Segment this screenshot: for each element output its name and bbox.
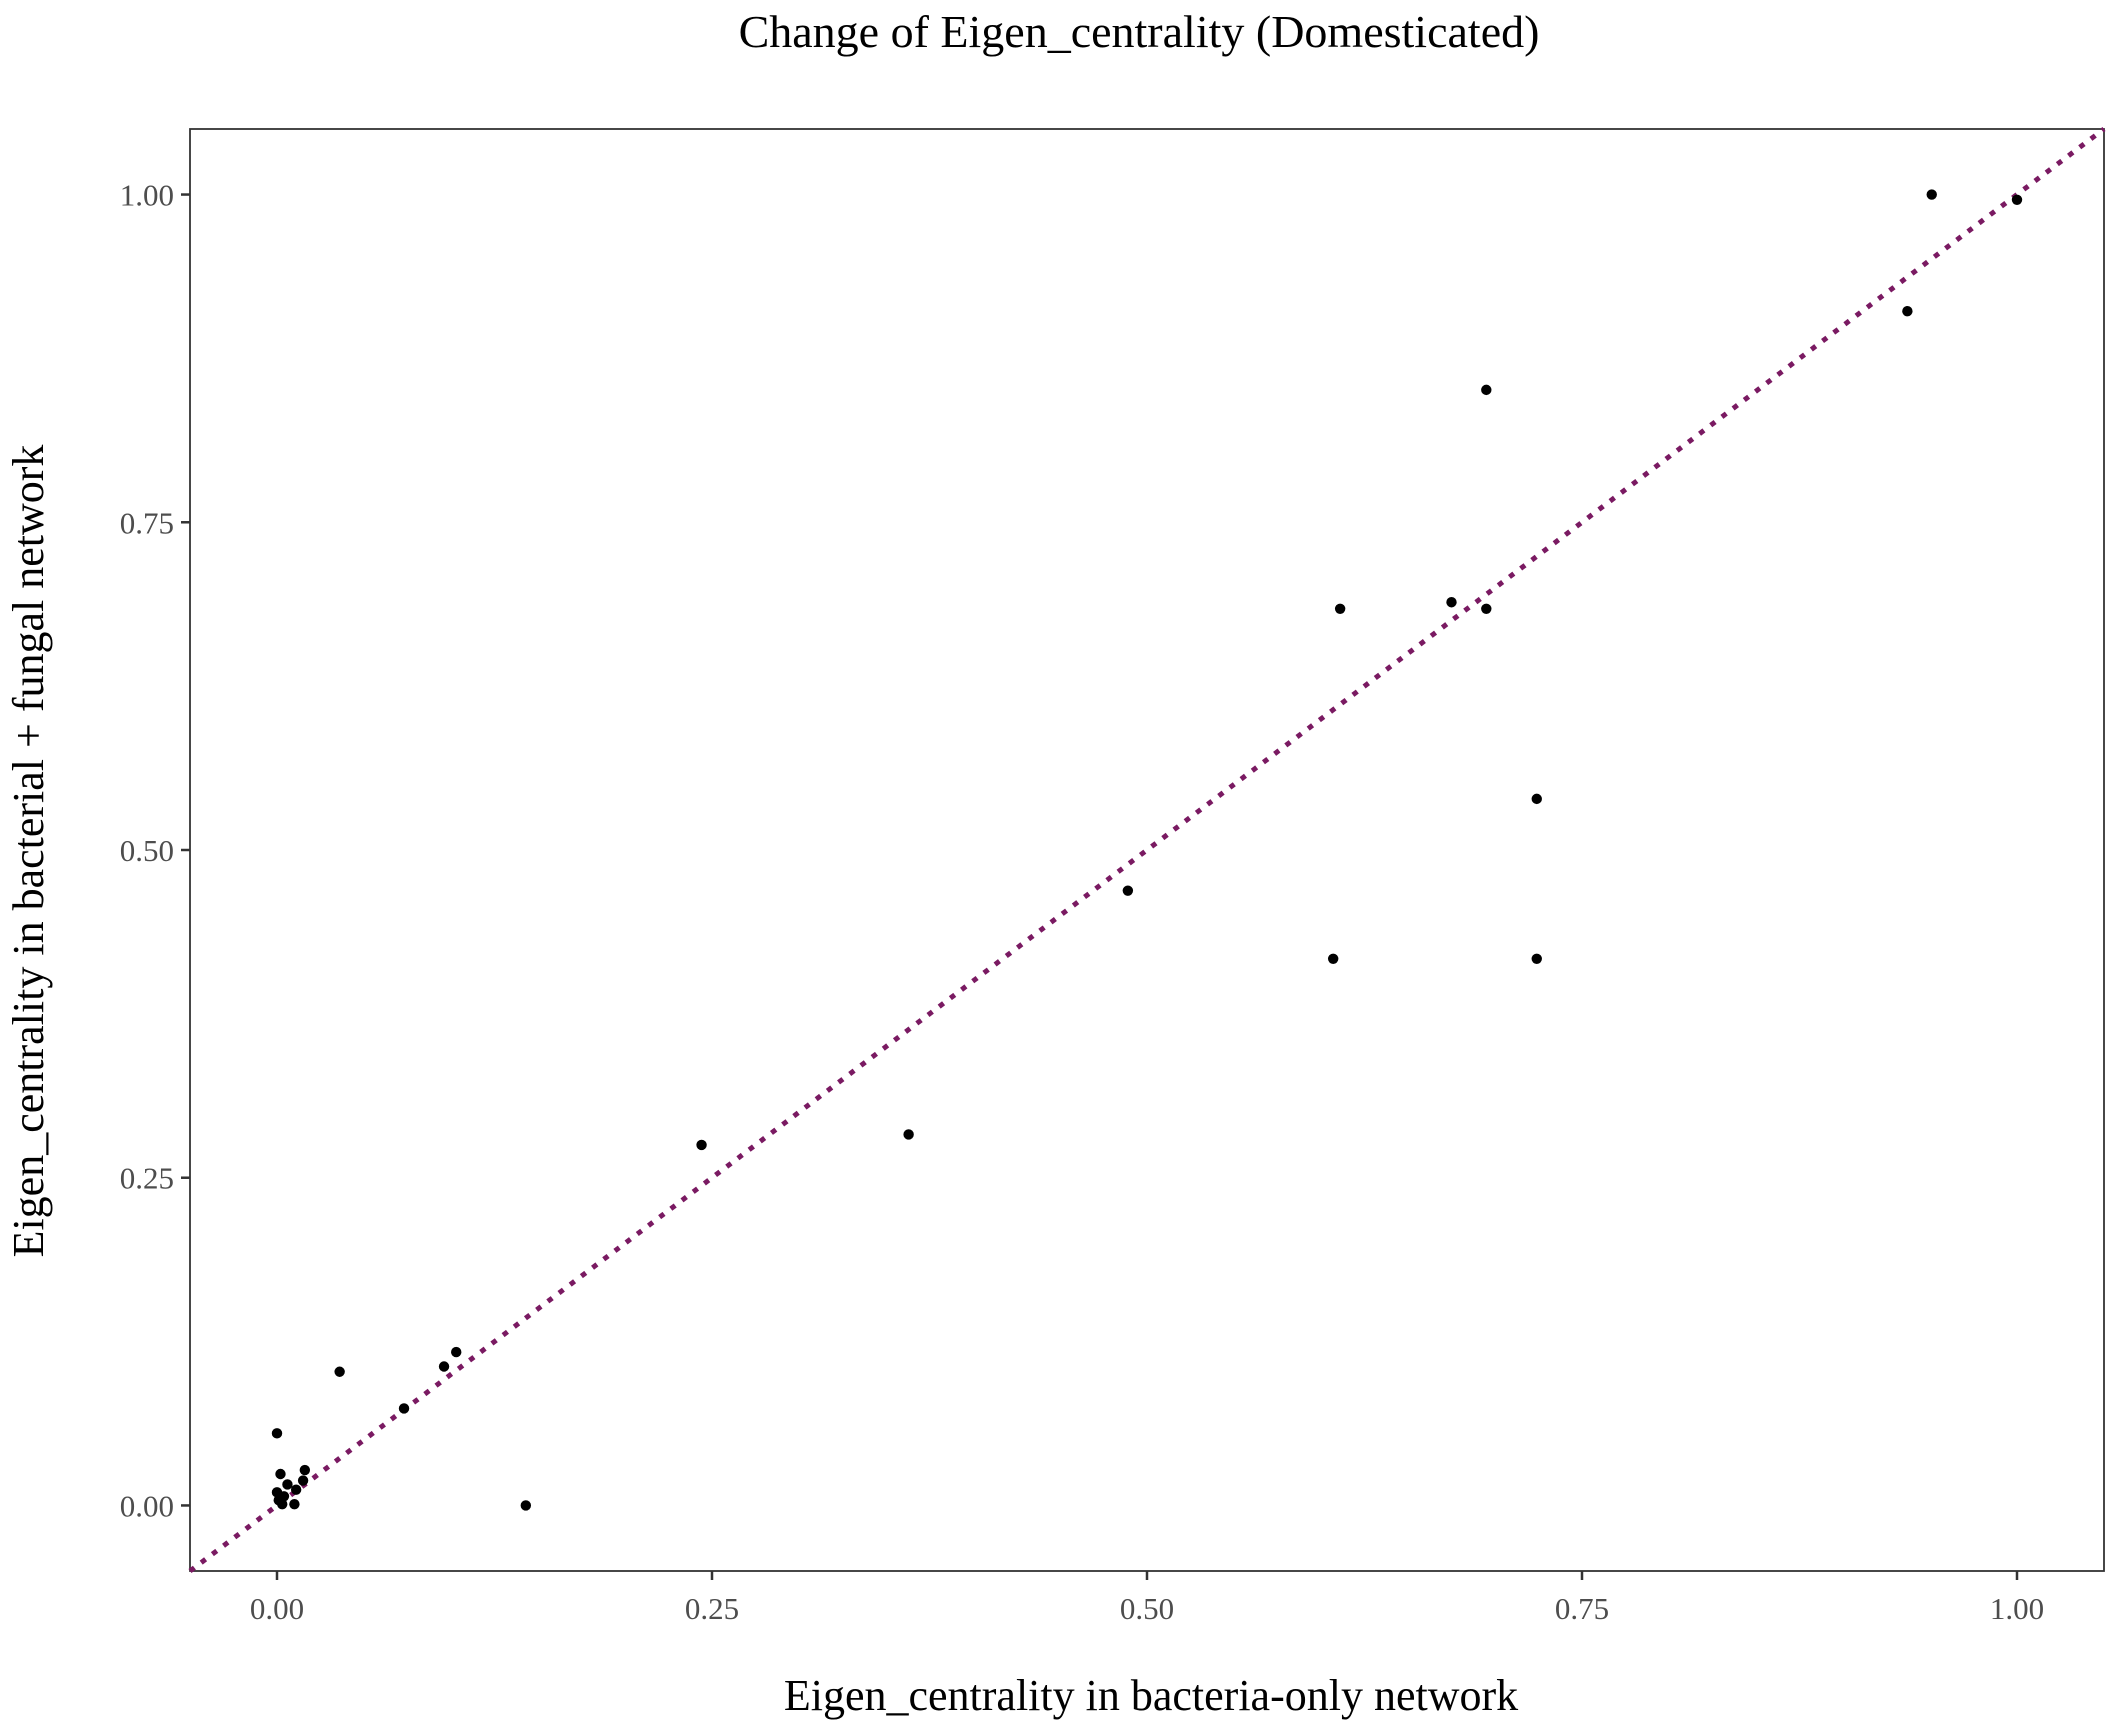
data-point — [903, 1129, 914, 1140]
data-point — [277, 1498, 288, 1510]
data-point — [282, 1479, 293, 1490]
x-tick-label: 0.50 — [1120, 1591, 1174, 1626]
y-tick-label: 0.75 — [120, 505, 174, 540]
data-point — [1481, 384, 1492, 396]
data-point — [1334, 603, 1346, 614]
x-tick-label: 0.75 — [1555, 1591, 1609, 1626]
data-point — [278, 1491, 290, 1502]
identity-reference-line — [188, 127, 2106, 1573]
data-point — [451, 1346, 462, 1358]
data-point — [1122, 885, 1134, 896]
data-point — [275, 1468, 286, 1480]
data-point — [290, 1484, 302, 1495]
x-tick-label: 0.00 — [250, 1591, 304, 1626]
data-point — [1327, 953, 1339, 965]
x-tick-label: 1.00 — [1990, 1591, 2044, 1626]
data-point — [1446, 597, 1457, 608]
data-point — [1531, 793, 1542, 805]
data-point — [1902, 306, 1913, 317]
y-tick-label: 0.00 — [120, 1488, 174, 1523]
y-tick-label: 0.50 — [120, 833, 174, 868]
chart-title: Change of Eigen_centrality (Domesticated… — [739, 6, 1540, 57]
y-axis-title: Eigen_centrality in bacterial + fungal n… — [4, 445, 53, 1258]
data-point — [289, 1498, 300, 1510]
data-point — [520, 1500, 532, 1511]
x-axis-title: Eigen_centrality in bacteria-only networ… — [784, 1671, 1518, 1720]
data-point — [271, 1428, 283, 1439]
data-points — [271, 189, 2023, 1511]
data-point — [299, 1464, 311, 1476]
data-point — [696, 1139, 707, 1151]
data-point — [1481, 603, 1492, 614]
y-tick-label: 0.25 — [120, 1161, 174, 1196]
x-tick-label: 0.25 — [685, 1591, 739, 1626]
data-point — [438, 1361, 450, 1372]
data-point — [1531, 953, 1542, 965]
data-point — [2011, 194, 2023, 205]
y-axis: 0.00 0.25 0.50 0.75 1.00 — [120, 178, 190, 1523]
data-point — [1926, 189, 1937, 200]
plot-panel — [189, 128, 2105, 1572]
y-tick-label: 1.00 — [120, 178, 174, 213]
x-axis: 0.00 0.25 0.50 0.75 1.00 — [250, 1571, 2044, 1626]
data-point — [334, 1366, 345, 1377]
data-point — [297, 1475, 309, 1486]
data-point — [398, 1403, 410, 1414]
